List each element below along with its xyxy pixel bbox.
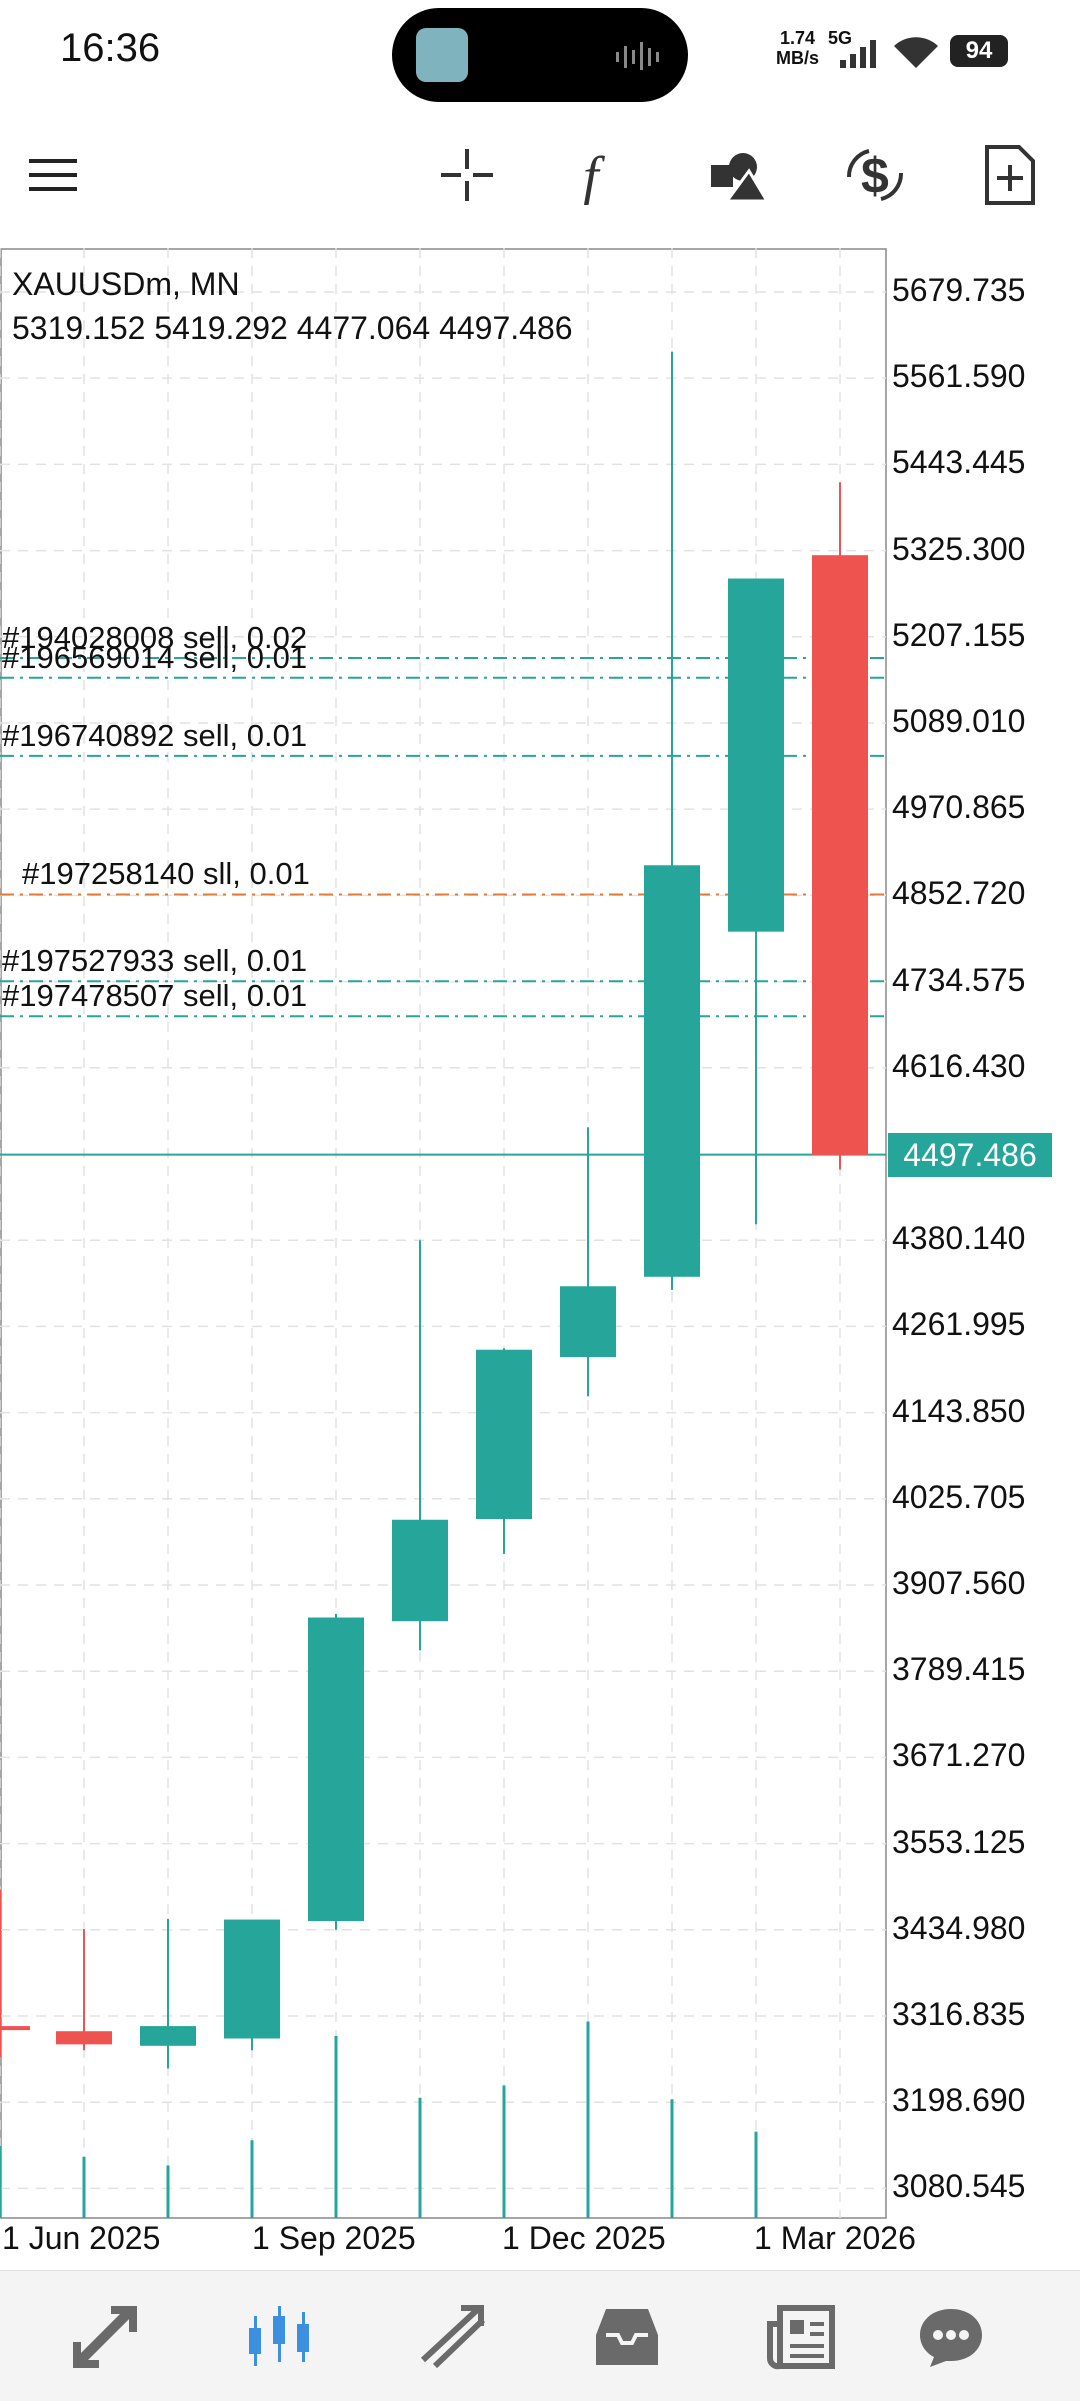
nav-messages[interactable] [906, 2297, 996, 2377]
chart-toolbar: f $ [0, 120, 1080, 230]
x-axis-label: 1 Jun 2025 [2, 2220, 161, 2256]
new-order-icon [985, 145, 1035, 205]
y-axis-label: 3434.980 [892, 1909, 1026, 1946]
nav-news[interactable] [756, 2297, 846, 2377]
bottom-navigation [0, 2270, 1080, 2401]
candle-body [560, 1286, 616, 1358]
candle-body [140, 2026, 196, 2046]
svg-text:f: f [583, 146, 606, 205]
audio-wave-icon [616, 42, 659, 70]
price-chart[interactable]: XAUUSDm, MN 5319.152 5419.292 4477.064 4… [0, 248, 1080, 2256]
battery-indicator: 94 [950, 35, 1008, 67]
y-axis-label: 4380.140 [892, 1220, 1026, 1257]
y-axis-label: 4734.575 [892, 961, 1026, 998]
y-axis-label: 3671.270 [892, 1737, 1026, 1774]
quotes-icon [73, 2306, 137, 2368]
order-line-label[interactable]: #194028008 sell, 0.02 [2, 620, 308, 656]
network-speed: 1.74 MB/s [776, 28, 819, 68]
candle-body [812, 555, 868, 1155]
candle-body [224, 1919, 280, 2039]
network-speed-unit: MB/s [776, 48, 820, 68]
chart-frame [0, 248, 887, 2219]
order-line-label[interactable]: #196740892 sell, 0.01 [2, 717, 308, 753]
signal-icon [840, 40, 876, 68]
nav-chart[interactable] [234, 2297, 324, 2377]
y-axis-label: 3316.835 [892, 1996, 1026, 2032]
x-axis-label: 1 Dec 2025 [502, 2220, 666, 2256]
crosshair-icon [441, 149, 493, 201]
candle-body [476, 1349, 532, 1520]
messages-icon [920, 2309, 982, 2367]
nav-trade[interactable] [408, 2297, 498, 2377]
objects-button[interactable] [704, 140, 774, 210]
y-axis-label: 5679.735 [892, 271, 1026, 308]
x-axis-label: 1 Sep 2025 [252, 2220, 416, 2256]
svg-text:$: $ [861, 148, 889, 204]
indicators-button[interactable]: f [567, 140, 637, 210]
y-axis-label: 4025.705 [892, 1478, 1026, 1515]
status-time: 16:36 [60, 26, 161, 70]
order-line-label[interactable]: #197258140 sll, 0.01 [22, 856, 310, 892]
y-axis-label: 3907.560 [892, 1565, 1026, 1601]
media-thumbnail [416, 28, 468, 82]
y-axis-label: 5561.590 [892, 358, 1026, 395]
y-axis-label: 5207.155 [892, 616, 1026, 653]
chart-canvas[interactable] [0, 248, 1080, 2238]
menu-button[interactable] [18, 140, 88, 210]
y-axis-label: 3553.125 [892, 1823, 1026, 1860]
candle-body [644, 865, 700, 1277]
menu-icon [29, 159, 77, 191]
status-bar: 16:36 1.74 MB/s 5G 94 [0, 0, 1080, 110]
y-axis-label: 5325.300 [892, 530, 1026, 567]
network-type: 5G [828, 28, 853, 48]
dynamic-island [392, 8, 688, 102]
history-icon [596, 2309, 658, 2365]
news-icon [767, 2305, 835, 2370]
current-price-tag: 4497.486 [888, 1132, 1052, 1177]
network-speed-value: 1.74 [779, 28, 816, 48]
order-line-label[interactable]: #197527933 sell, 0.01 [2, 943, 308, 979]
timeframe-button[interactable]: $ [840, 140, 910, 210]
y-axis-label: 3198.690 [892, 2082, 1026, 2119]
candle-body [392, 1519, 448, 1622]
order-line-label[interactable]: #197478507 sell, 0.01 [2, 978, 308, 1014]
candle-body [728, 578, 784, 932]
y-axis-label: 5443.445 [892, 444, 1026, 481]
y-axis-label: 4852.720 [892, 875, 1026, 912]
y-axis-label: 3080.545 [892, 2168, 1026, 2205]
nav-quotes[interactable] [62, 2297, 152, 2377]
y-axis-label: 4970.865 [892, 789, 1026, 826]
new-order-button[interactable] [975, 140, 1045, 210]
y-axis-label: 4143.850 [892, 1392, 1026, 1429]
wifi-icon [894, 37, 938, 68]
y-axis-label: 3789.415 [892, 1651, 1026, 1688]
indicators-icon: f [583, 146, 606, 205]
crosshair-button[interactable] [432, 140, 502, 210]
timeframe-icon: $ [846, 148, 904, 204]
chart-symbol-title: XAUUSDm, MN [12, 266, 240, 302]
candle-body [0, 2026, 30, 2031]
trade-icon [420, 2305, 486, 2369]
chart-ohlc-values: 5319.152 5419.292 4477.064 4497.486 [12, 310, 573, 346]
chart-icon [249, 2306, 309, 2366]
candle-body [308, 1617, 364, 1922]
candle-body [56, 2031, 112, 2045]
y-axis-label: 4616.430 [892, 1047, 1026, 1084]
y-axis-label: 5089.010 [892, 702, 1026, 739]
x-axis-label: 1 Mar 2026 [754, 2220, 916, 2256]
nav-history[interactable] [582, 2297, 672, 2377]
y-axis-label: 4261.995 [892, 1306, 1026, 1343]
order-line-label[interactable]: #196569014 sell, 0.01 [2, 639, 308, 675]
objects-icon [711, 153, 769, 203]
